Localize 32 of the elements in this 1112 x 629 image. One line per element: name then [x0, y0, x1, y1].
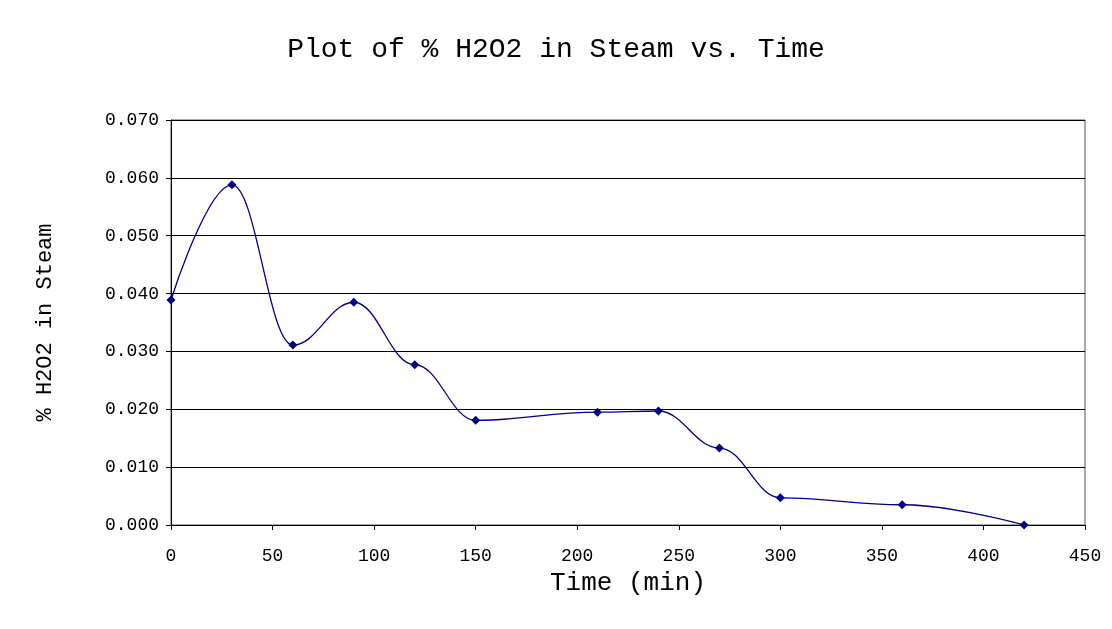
- y-tick-label: 0.050: [104, 225, 159, 246]
- point: [1019, 520, 1029, 530]
- y-tick-label: 0.020: [104, 399, 159, 420]
- x-tick-label: 200: [561, 546, 594, 566]
- y-tick-label: 0.030: [104, 341, 159, 362]
- y-axis-title: % H2O2 in Steam: [32, 223, 58, 422]
- x-tick-label: 400: [967, 546, 1000, 566]
- point: [471, 415, 481, 425]
- x-tick-label: 50: [261, 546, 284, 566]
- y-tick-label: 0.010: [104, 457, 159, 478]
- x-tick-label: 250: [662, 546, 695, 566]
- point: [775, 493, 785, 503]
- point: [897, 500, 907, 510]
- x-tick-label: 150: [459, 546, 492, 566]
- chart-title: Plot of % H2O2 in Steam vs. Time: [287, 33, 825, 65]
- x-tick-label: 350: [865, 546, 899, 566]
- x-tick-label: 0: [165, 546, 177, 566]
- y-tick-label: 0.000: [104, 515, 159, 535]
- x-tick-label: 100: [357, 546, 391, 566]
- point: [714, 443, 724, 453]
- y-tick-label: 0.040: [104, 283, 159, 304]
- point: [593, 407, 603, 417]
- point: [653, 406, 663, 416]
- y-tick-label: 0.070: [104, 110, 159, 130]
- x-tick-label: 450: [1068, 546, 1102, 566]
- x-tick-label: 300: [764, 546, 797, 566]
- point: [288, 340, 298, 350]
- x-axis-title: Time (min): [549, 567, 707, 598]
- point: [410, 360, 420, 370]
- point: [227, 180, 237, 190]
- y-tick-label: 0.060: [104, 167, 159, 188]
- point: [349, 297, 359, 307]
